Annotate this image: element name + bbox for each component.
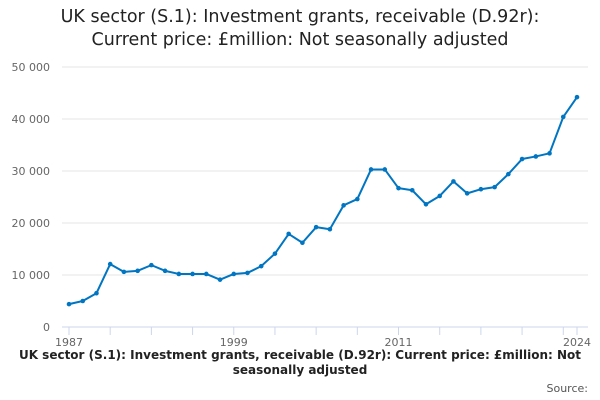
data-point — [286, 231, 291, 237]
data-point — [190, 271, 195, 277]
data-point — [382, 167, 388, 172]
data-point — [149, 262, 154, 268]
y-tick-label: 30 000 — [12, 165, 51, 178]
data-point — [135, 268, 140, 274]
data-point — [547, 151, 552, 156]
data-point — [203, 271, 209, 277]
legend-label: UK sector (S.1): Investment grants, rece… — [18, 348, 582, 377]
data-point — [437, 193, 443, 199]
data-point — [313, 224, 319, 230]
x-tick-label: 2024 — [563, 336, 591, 349]
data-point — [464, 191, 470, 196]
data-point — [121, 269, 127, 275]
data-point — [300, 240, 305, 246]
y-tick-label: 10 000 — [12, 269, 51, 282]
chart-title-line-1: UK sector (S.1): Investment grants, rece… — [60, 7, 540, 27]
data-point — [258, 263, 264, 269]
y-tick-label: 0 — [43, 321, 50, 334]
data-point — [176, 271, 182, 277]
data-point — [355, 196, 360, 202]
y-tick-label: 40 000 — [12, 113, 51, 126]
data-point — [66, 301, 72, 307]
data-point — [272, 251, 278, 256]
data-point — [533, 154, 539, 159]
data-point — [107, 261, 113, 267]
data-point — [560, 114, 566, 120]
data-point — [245, 270, 250, 276]
data-point — [341, 203, 346, 208]
data-point — [423, 201, 429, 207]
data-point — [327, 226, 333, 232]
data-point — [368, 167, 374, 172]
series-line — [68, 96, 578, 306]
data-point — [451, 179, 456, 184]
x-tick-label: 1999 — [220, 336, 248, 349]
data-point — [519, 156, 525, 162]
source-label: Source: — [546, 382, 589, 395]
chart-title-line-2: Current price: £million: Not seasonally … — [91, 30, 509, 50]
x-tick-label: 1987 — [55, 336, 83, 349]
data-point — [162, 268, 168, 274]
data-point — [231, 271, 237, 277]
data-point — [217, 277, 223, 282]
x-tick-label: 2011 — [385, 336, 413, 349]
data-point — [478, 186, 484, 192]
data-point — [94, 290, 99, 296]
data-point — [492, 184, 497, 190]
data-point — [409, 187, 415, 193]
chart-title: UK sector (S.1): Investment grants, rece… — [0, 6, 600, 52]
data-point — [574, 94, 580, 100]
y-tick-label: 50 000 — [12, 61, 51, 74]
data-point — [396, 185, 401, 191]
data-point — [80, 298, 86, 304]
data-point — [506, 171, 511, 177]
y-tick-label: 20 000 — [12, 217, 51, 230]
